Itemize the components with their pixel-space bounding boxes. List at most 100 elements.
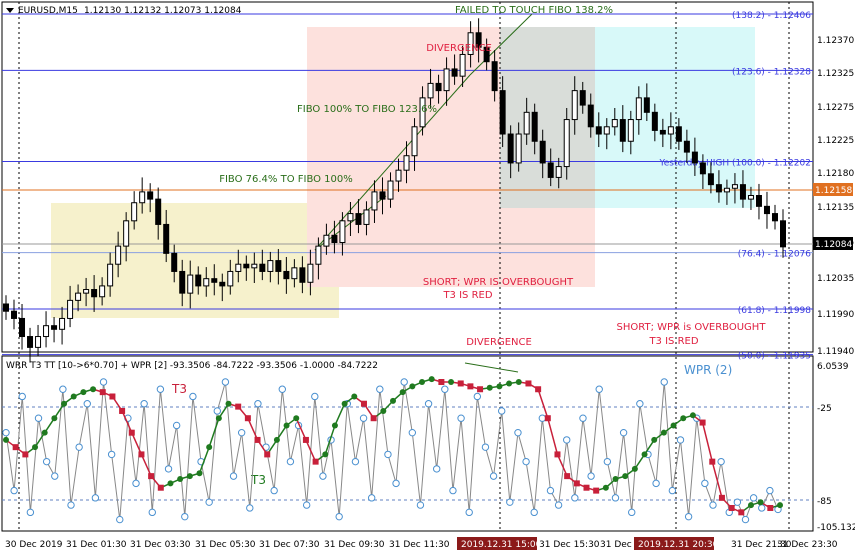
wpr-point [579,414,587,422]
t3-point [322,451,329,458]
t3-point [718,494,725,501]
t3-point [622,473,629,480]
time-highlight-1: 2019.12.31 15:00 [461,540,542,550]
t3-point [554,451,561,458]
t3-point [757,499,764,506]
orange-price-label: 1.12158 [815,186,852,196]
wpr-point [530,508,538,517]
t3-point [41,429,48,436]
candle-body [43,325,50,338]
candle-body [227,270,234,287]
indicator-tick-label: 6.0539 [817,362,849,372]
candle-body [83,289,90,294]
wpr-point [676,436,685,444]
annotation-divergence-bottom: DIVERGENCE [466,337,532,348]
t3-point [728,504,735,511]
wpr-point [278,385,286,393]
candle-body [435,82,442,92]
t3-point [641,451,648,458]
candle-body [331,234,338,244]
candle-body [515,133,522,164]
candle-body [355,213,362,225]
candle-body [59,317,66,330]
candle-body [347,213,354,222]
candle-body [411,126,418,157]
t3-point [651,436,658,443]
t3-point [738,509,745,516]
wpr-point [229,472,238,480]
wpr-point [10,486,18,495]
t3-segment [247,417,259,441]
wpr-point [59,385,67,393]
wpr-point [432,465,441,473]
t3-point [22,451,29,458]
wpr-point [668,486,677,495]
wpr-point [619,428,628,437]
time-tick-label: 31 Dec 03:30 [130,540,191,550]
t3-point [360,400,367,407]
t3-point [747,502,754,509]
wpr-line [5,381,779,521]
indicator-title: WRR T3 TT [10->6*0.70] + WPR [2] -93.350… [6,361,378,371]
candle-body [523,111,530,135]
t3-point [264,451,271,458]
t3-segment [547,418,559,455]
candles [3,18,786,363]
t3-point [109,393,116,400]
candle-body [619,119,626,142]
candle-body [179,270,186,294]
wpr-point [319,472,327,480]
triangle-down-icon[interactable] [6,8,14,13]
price-tick-label: 1.12225 [817,136,854,146]
annotation-short-2-line2: T3 IS RED [648,336,698,347]
current-price-label: 1.12084 [815,240,852,250]
t3-segment [711,461,723,499]
t3-point [119,407,126,414]
t3-segment [556,454,568,477]
time-tick-label: 31 Dec 15:30 [539,540,600,550]
candle-body [235,263,242,272]
candle-body [715,184,722,193]
candle-body [403,155,410,171]
t3-segment [537,389,549,419]
t3-segment [121,410,133,433]
candle-body [387,180,394,200]
wpr-point [335,512,343,521]
header-symbol: EURUSD,M15 [18,6,78,16]
wpr-point [376,385,384,393]
zone-yellow [51,203,339,318]
t3-point [612,476,619,483]
wpr-point [148,508,156,517]
wpr-point [554,501,563,509]
candle-body [395,169,402,182]
wpr-point [546,486,555,495]
wpr-point [595,385,603,393]
t3-point [689,412,696,419]
wpr-point [2,428,10,437]
candle-body [75,292,82,301]
candle-body [691,151,698,164]
header-ohlc: 1.12130 1.12132 1.12073 1.12084 [84,6,242,16]
wpr-point [156,385,165,393]
t3-point [177,476,184,483]
candle-body [299,267,306,283]
wpr-point [481,443,490,451]
wpr-point [498,407,506,415]
wpr-point [563,436,571,444]
price-tick-label: 1.12135 [817,203,854,213]
t3-point [660,429,667,436]
candle-body [459,53,466,77]
wpr-point [652,479,660,488]
time-axis[interactable]: 30 Dec 2019 31 Dec 01:30 31 Dec 03:30 31 De… [5,540,838,550]
wpr-point [311,392,319,401]
wpr-point [42,457,51,466]
wpr-point [189,392,197,401]
candle-body [667,126,674,135]
t3-point [186,473,193,480]
wpr-point [367,494,376,502]
t3-point [12,444,19,451]
wpr-point [26,508,35,517]
